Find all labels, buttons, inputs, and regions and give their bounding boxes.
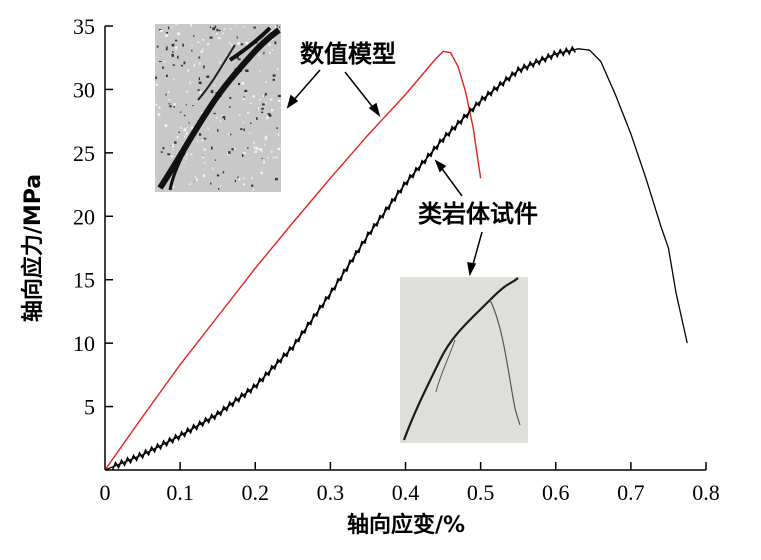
x-tick-label: 0 <box>100 480 111 505</box>
x-tick-label: 0.2 <box>242 480 270 505</box>
x-axis-title: 轴向应变/% <box>347 512 465 538</box>
x-tick-label: 0.3 <box>317 480 345 505</box>
series-numerical-model-line <box>104 50 482 471</box>
x-tick-label: 0.6 <box>542 480 570 505</box>
y-tick-label: 5 <box>84 395 95 420</box>
rock-specimen-photo <box>400 277 528 443</box>
x-tick-label: 0.8 <box>692 480 720 505</box>
y-tick-label: 10 <box>73 331 95 356</box>
annotation-numerical-model: 数值模型 <box>300 40 396 68</box>
y-tick-label: 15 <box>73 268 95 293</box>
x-tick-label: 0.1 <box>166 480 194 505</box>
y-tick-label: 35 <box>73 14 95 39</box>
x-tick-label: 0.4 <box>392 480 420 505</box>
y-tick-label: 25 <box>73 141 95 166</box>
annotation-arrows-rock <box>434 159 483 277</box>
x-tick-label: 0.5 <box>467 480 495 505</box>
annotation-arrows-numerical <box>286 69 381 117</box>
y-tick-label: 30 <box>73 77 95 102</box>
series-rock-specimen-jitter <box>111 45 576 471</box>
y-axis-ticks: 5 10 15 20 25 30 35 <box>73 14 113 420</box>
y-axis-title: 轴向应力/MPa <box>20 174 46 322</box>
numerical-model-crack-image <box>155 24 281 192</box>
x-tick-label: 0.7 <box>617 480 645 505</box>
y-tick-label: 20 <box>73 204 95 229</box>
x-axis-ticks: 0 0.1 0.2 0.3 0.4 0.5 0.6 0.7 0.8 <box>100 462 720 505</box>
annotation-rock-specimen: 类岩体试件 <box>418 200 538 228</box>
